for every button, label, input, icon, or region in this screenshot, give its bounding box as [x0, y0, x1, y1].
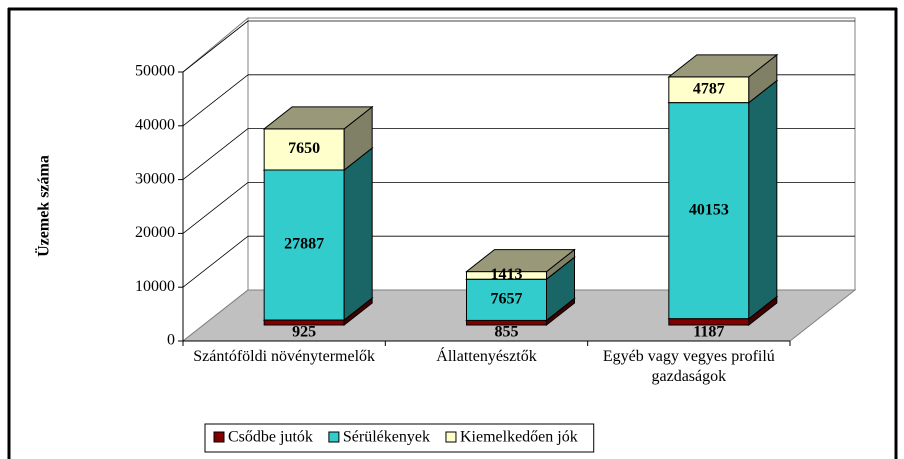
- y-tick-label: 50000: [135, 63, 175, 80]
- legend-swatch: [328, 431, 340, 443]
- x-tick-label: Szántóföldi növénytermelők: [193, 348, 376, 365]
- bar-segment: [262, 146, 374, 322]
- bar-segment: [667, 79, 779, 320]
- bar-top: [262, 106, 374, 130]
- bar-segment: [262, 105, 374, 172]
- bar-segment: [667, 53, 779, 104]
- data-label: 4787: [693, 80, 725, 97]
- grid-line: [182, 235, 249, 288]
- bar-side: [748, 79, 778, 320]
- x-tick-label: Egyéb vagy vegyes profilú gazdaságok: [602, 348, 775, 385]
- left-wall: [182, 16, 249, 343]
- grid-line: [182, 74, 249, 127]
- legend-swatch: [213, 431, 225, 443]
- bar-front: [668, 76, 750, 104]
- bar-front: [263, 128, 345, 171]
- grid-line: [182, 20, 249, 73]
- y-tick-label: 40000: [135, 116, 175, 133]
- y-tick-label: 10000: [135, 278, 175, 295]
- data-label: 1187: [693, 324, 724, 341]
- bar-front: [263, 169, 345, 321]
- legend-label: Kiemelkedően jók: [460, 429, 578, 446]
- bar-top: [667, 54, 779, 78]
- legend-label: Csődbe jutók: [228, 429, 313, 446]
- legend-swatch: [445, 431, 457, 443]
- y-tick-label: 0: [167, 332, 175, 349]
- data-label: 1413: [491, 266, 523, 283]
- bar-front: [668, 102, 750, 320]
- grid-line: [182, 182, 249, 234]
- data-label: 40153: [689, 201, 729, 218]
- y-tick-label: 20000: [135, 224, 175, 241]
- y-axis-label: Üzemek száma: [35, 155, 53, 257]
- data-label: 925: [292, 324, 316, 341]
- bar-side: [343, 146, 373, 322]
- data-label: 27887: [284, 236, 324, 253]
- grid-line: [182, 128, 249, 180]
- data-label: 7650: [288, 140, 320, 157]
- bar-top: [465, 249, 576, 273]
- x-tick-label: Állattenyésztők: [436, 348, 537, 365]
- data-label: 855: [495, 324, 519, 341]
- bar-segment: [465, 248, 576, 281]
- bar-front: [466, 278, 547, 321]
- legend: [204, 423, 595, 453]
- legend-label: Sérülékenyek: [343, 429, 430, 446]
- data-label: 7657: [491, 290, 523, 307]
- y-tick-label: 30000: [135, 170, 175, 187]
